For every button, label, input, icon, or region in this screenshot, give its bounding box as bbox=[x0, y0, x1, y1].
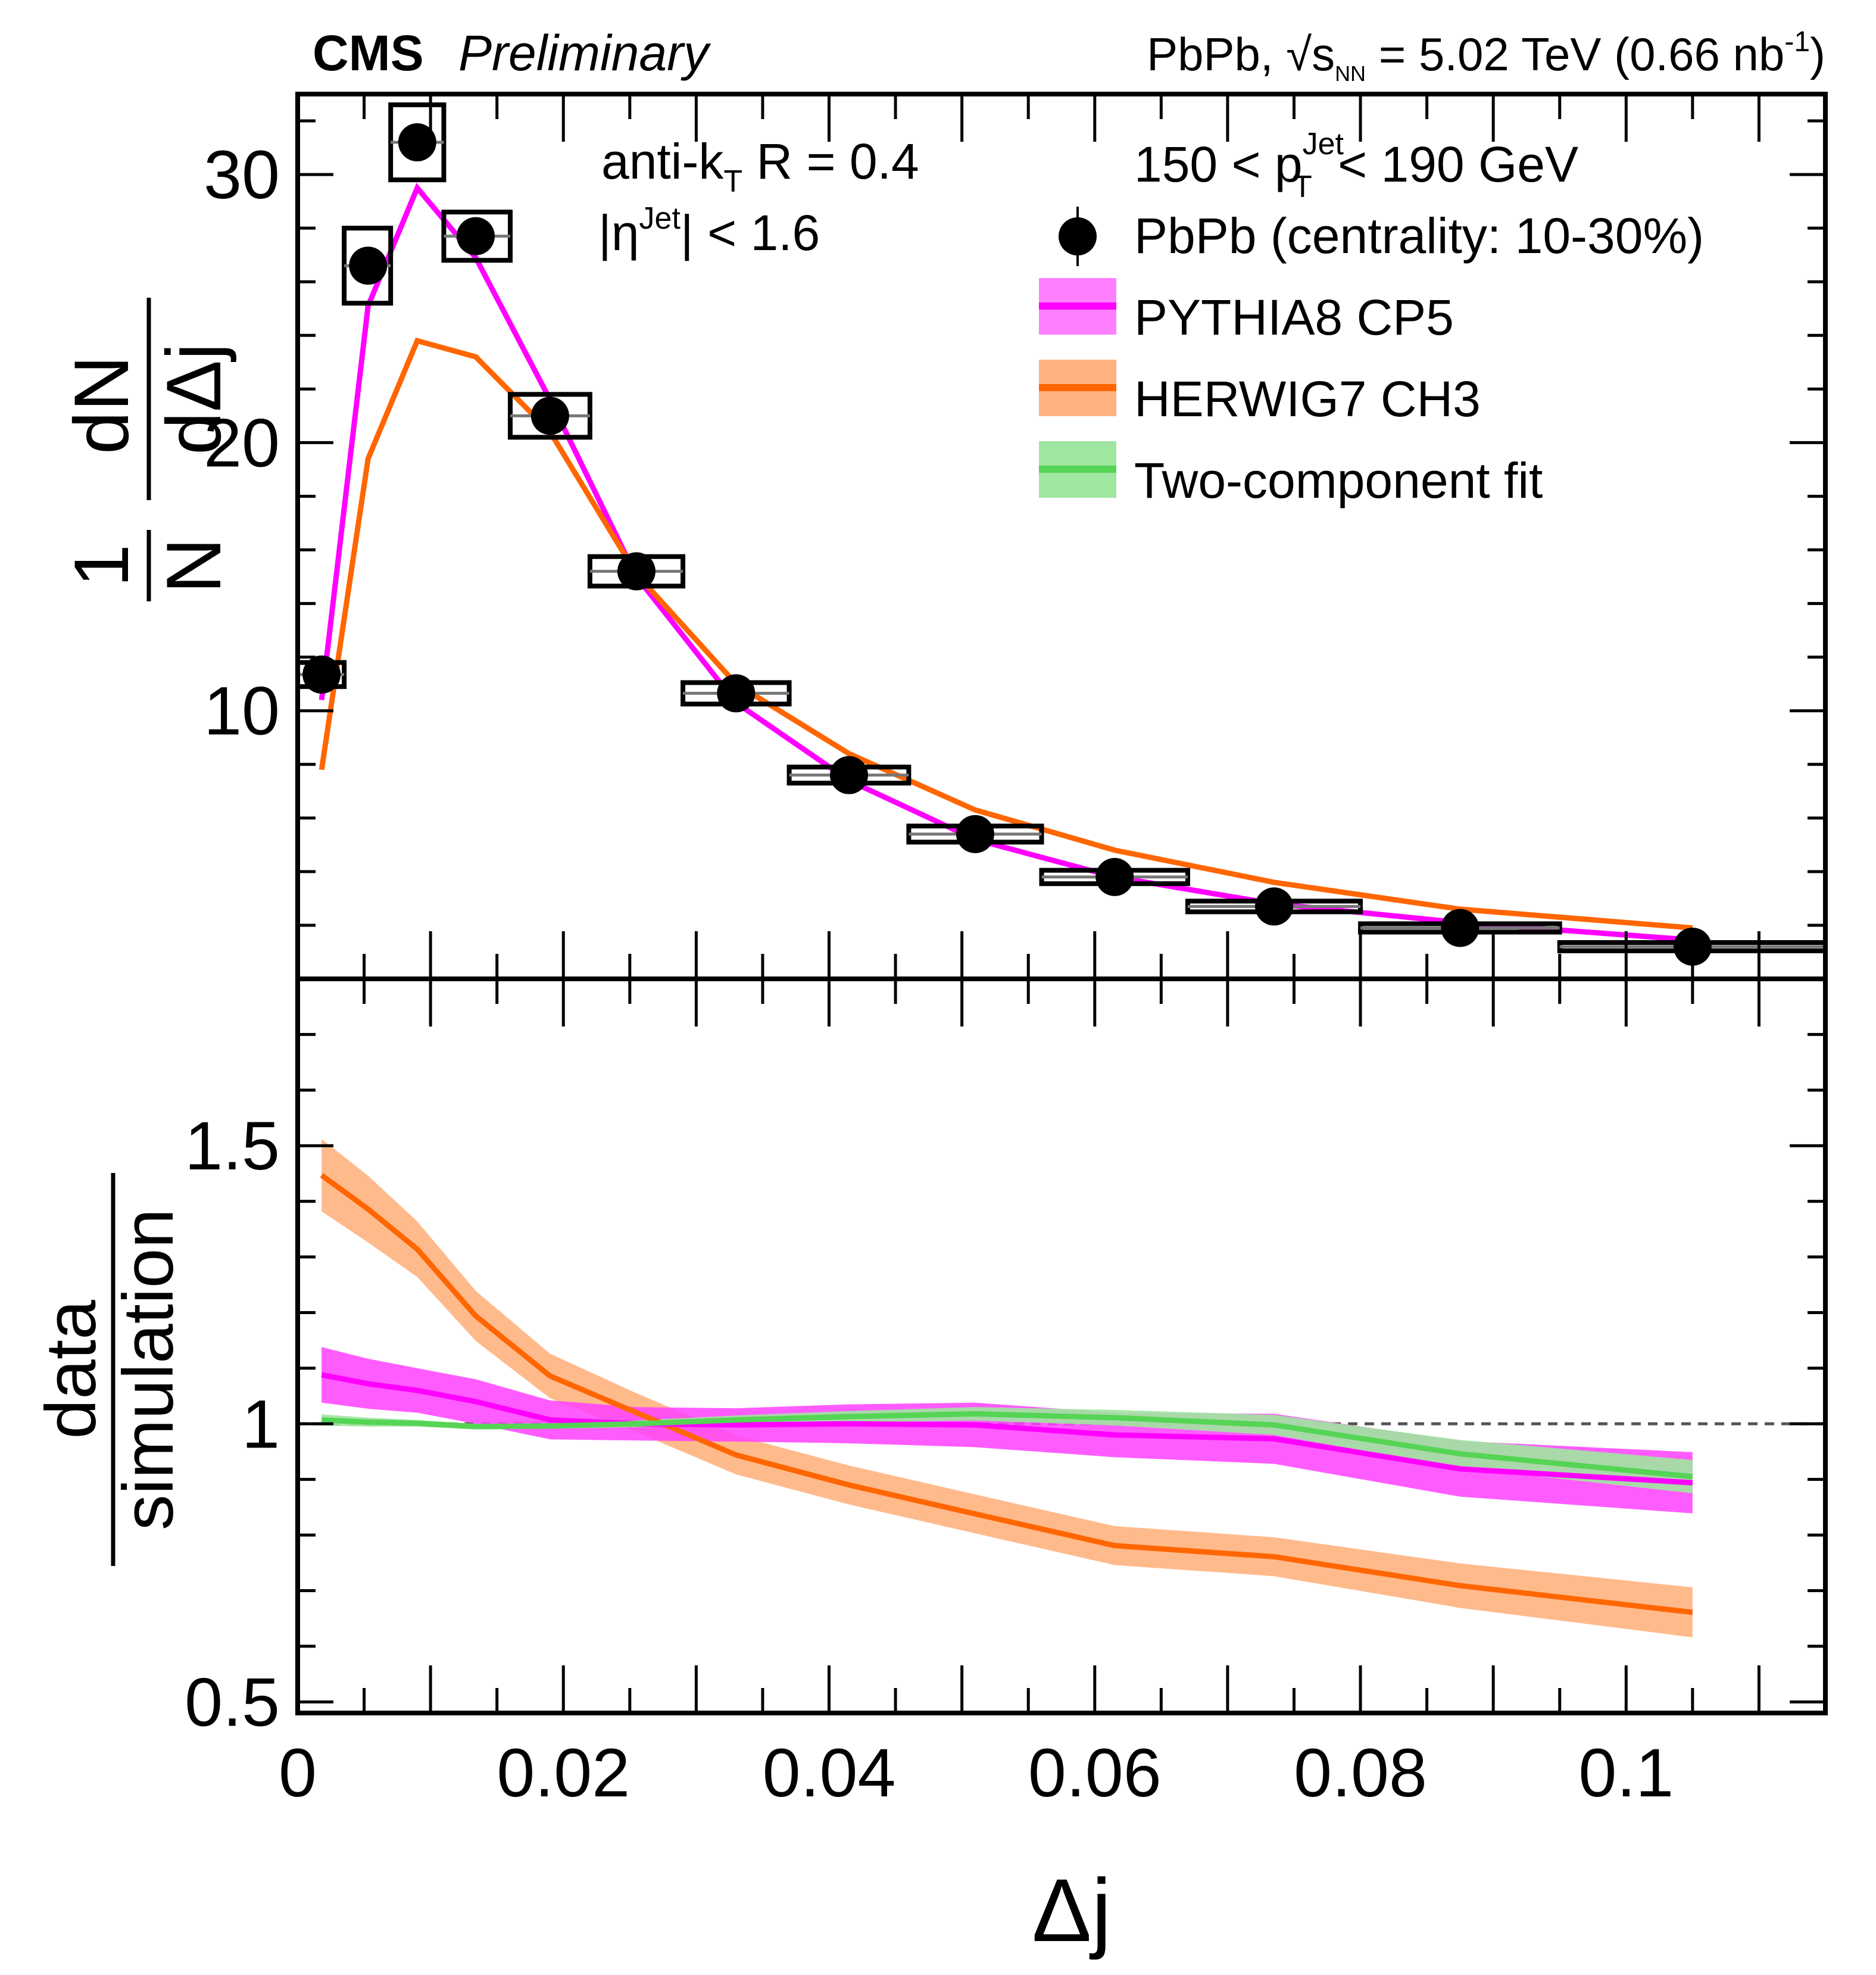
ratio-band-two-component bbox=[321, 1407, 1693, 1494]
data-point bbox=[302, 655, 341, 694]
x-tick-label: 0.04 bbox=[763, 1735, 896, 1811]
y-tick-label-main: 10 bbox=[204, 673, 280, 750]
y-label-ratio-den: simulation bbox=[108, 1209, 188, 1530]
ratio-band-herwig7 bbox=[321, 1139, 1693, 1637]
pt-annotation: 150 < pJet T < 190 GeV bbox=[1134, 127, 1578, 204]
eta-annotation: |ηJet| < 1.6 bbox=[598, 201, 820, 261]
cms-label: CMS bbox=[313, 25, 424, 81]
x-axis-label: Δj bbox=[1032, 1860, 1112, 1960]
ratio-band-pythia8 bbox=[321, 1347, 1693, 1514]
data-point bbox=[829, 756, 868, 794]
y-label-den2: dΔj bbox=[150, 343, 237, 455]
legend: PbPb (centrality: 10-30%) PYTHIA8 CP5 HERW… bbox=[1039, 207, 1704, 508]
ratio-line-pythia8 bbox=[321, 1372, 1693, 1486]
algo-annotation: anti-kT R = 0.4 bbox=[601, 133, 919, 199]
energy-text: PbPb, √sNN = 5.02 TeV (0.66 nb-1) bbox=[1147, 26, 1825, 86]
y-tick-label-main: 20 bbox=[204, 405, 280, 481]
data-point bbox=[1095, 857, 1134, 896]
panel-frame bbox=[295, 976, 1828, 1715]
y-tick-label-ratio: 0.5 bbox=[185, 1664, 280, 1740]
energy-label: PbPb, √sNN = 5.02 TeV (0.66 nb-1) bbox=[1147, 26, 1825, 86]
y-tick-label-ratio: 1.5 bbox=[185, 1108, 280, 1184]
ratio-panel: 0.5 1 1.5 0 0.02 0.04 0.06 0.08 0.1 bbox=[185, 976, 1828, 1811]
legend-entry: HERWIG7 CH3 bbox=[1039, 360, 1481, 427]
y-label-den: N bbox=[150, 538, 237, 594]
x-tick-label: 0 bbox=[279, 1735, 317, 1811]
data-point bbox=[717, 674, 756, 713]
legend-label: PbPb (centrality: 10-30%) bbox=[1134, 208, 1704, 264]
data-point bbox=[1441, 909, 1479, 947]
legend-label: PYTHIA8 CP5 bbox=[1134, 289, 1454, 345]
y-axis-label-main: 1 NdN dΔj bbox=[58, 298, 237, 601]
legend-label: Two-component fit bbox=[1134, 453, 1543, 508]
y-label-num: 1 bbox=[58, 544, 145, 587]
data-point bbox=[1255, 887, 1294, 926]
data-point bbox=[349, 247, 388, 285]
legend-entry: PYTHIA8 CP5 bbox=[1039, 278, 1454, 345]
data-point bbox=[956, 815, 994, 853]
x-tick-label: 0.06 bbox=[1028, 1735, 1162, 1811]
data-point bbox=[456, 217, 495, 255]
main-panel: 10 20 30 bbox=[204, 92, 1828, 981]
annotations: anti-kT R = 0.4|ηJet| < 1.6 150 < pJet T <… bbox=[598, 127, 1578, 261]
legend-label: HERWIG7 CH3 bbox=[1134, 371, 1481, 427]
data-point bbox=[398, 123, 436, 162]
legend-entry: PbPb (centrality: 10-30%) bbox=[1059, 207, 1704, 266]
y-label-main-group: 1 NdN dΔj bbox=[58, 298, 237, 601]
ratio-line-two-component bbox=[321, 1411, 1693, 1480]
y-label-num2: dN bbox=[58, 355, 145, 454]
preliminary-label: Preliminary bbox=[458, 25, 711, 81]
x-tick-label: 0.1 bbox=[1578, 1735, 1674, 1811]
y-tick-label-ratio: 1 bbox=[242, 1386, 280, 1462]
data-point bbox=[617, 552, 655, 591]
ratio-line-herwig7 bbox=[320, 1173, 1693, 1615]
x-tick-label: 0.02 bbox=[497, 1735, 630, 1811]
y-tick-label-main: 30 bbox=[204, 137, 280, 213]
data-point bbox=[1673, 927, 1712, 966]
legend-entry: Two-component fit bbox=[1039, 441, 1543, 508]
data-point bbox=[530, 397, 569, 435]
x-tick-label: 0.08 bbox=[1294, 1735, 1427, 1811]
y-label-ratio-num: data bbox=[31, 1300, 111, 1439]
